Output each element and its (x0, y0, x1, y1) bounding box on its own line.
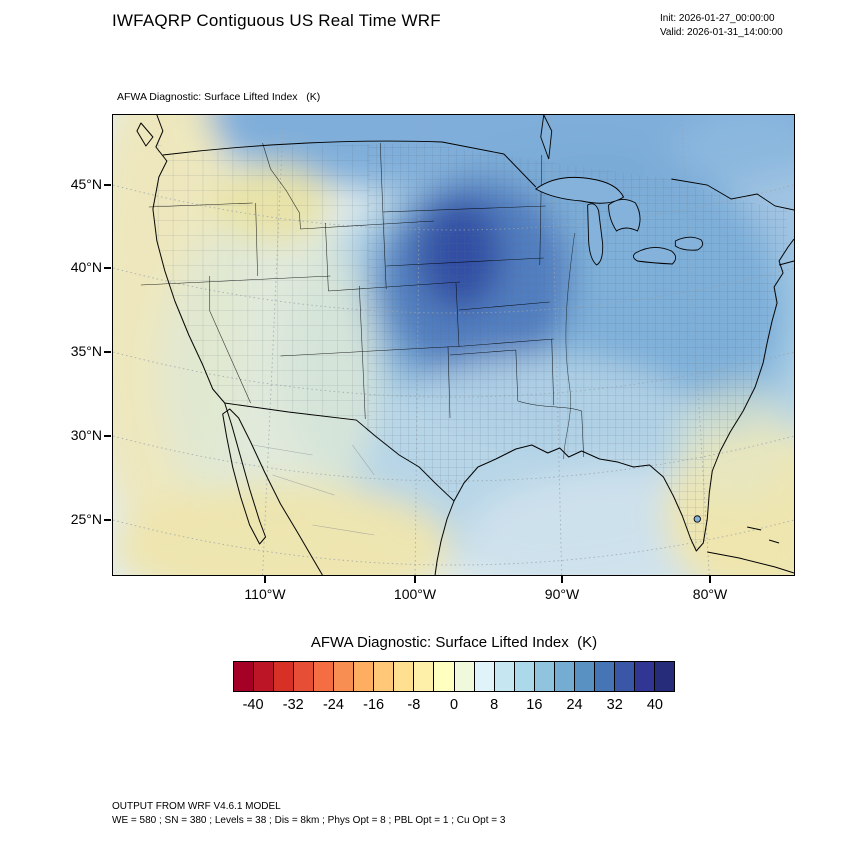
colorbar-cell (513, 662, 534, 691)
colorbar-cell (393, 662, 414, 691)
mexico-state-lines (252, 444, 375, 536)
y-axis-label-45n: 45°N (70, 176, 102, 192)
mississippi-river (563, 232, 575, 460)
axis-tick (414, 576, 416, 583)
colorbar-cell (593, 662, 614, 691)
figure-title: IWFAQRP Contiguous US Real Time WRF (112, 11, 441, 30)
colorbar-tick-label: -16 (363, 697, 385, 713)
lifted-index-map (113, 115, 794, 575)
colorbar-cell (333, 662, 354, 691)
colorbar-tick-label: -8 (407, 697, 421, 713)
colorbar-cell (234, 662, 254, 691)
valid-time: Valid: 2026-01-31_14:00:00 (660, 27, 783, 38)
colorbar-tick-label: 40 (646, 697, 663, 713)
colorbar-cell (373, 662, 394, 691)
great-lakes (534, 115, 704, 523)
y-axis-label-40n: 40°N (70, 259, 102, 275)
colorbar-cell (573, 662, 594, 691)
colorbar-cell (273, 662, 294, 691)
model-footer: OUTPUT FROM WRF V4.6.1 MODEL WE = 580 ; … (112, 800, 505, 827)
colorbar-tick-label: -40 (242, 697, 264, 713)
colorbar-tick-label: 24 (566, 697, 583, 713)
axis-tick (104, 435, 111, 437)
y-axis-label-25n: 25°N (70, 511, 102, 527)
colorbar-cell (453, 662, 474, 691)
colorbar-cell (493, 662, 514, 691)
map-subtitle: AFWA Diagnostic: Surface Lifted Index (K… (117, 91, 321, 103)
state-boundaries (140, 142, 584, 458)
colorbar-cell (653, 662, 675, 691)
axis-tick (104, 184, 111, 186)
colorbar-tick-label: 0 (449, 697, 459, 713)
run-info: Init: 2026-01-27_00:00:00 Valid: 2026-01… (660, 12, 783, 40)
colorbar-cell (553, 662, 574, 691)
colorbar-cell (413, 662, 434, 691)
model-config-line: WE = 580 ; SN = 380 ; Levels = 38 ; Dis … (112, 814, 506, 826)
map-panel (112, 114, 795, 576)
colorbar-cell (253, 662, 274, 691)
colorbar-cell (473, 662, 494, 691)
axis-tick (709, 576, 711, 583)
x-axis-label-100w: 100°W (393, 586, 437, 602)
colorbar-tick-label: 8 (490, 697, 499, 713)
x-axis-label-80w: 80°W (692, 586, 728, 602)
axis-tick (561, 576, 563, 583)
model-source-line: OUTPUT FROM WRF V4.6.1 MODEL (112, 801, 281, 812)
axis-tick (264, 576, 266, 583)
colorbar-tick-label: -32 (282, 697, 304, 713)
colorbar-cell (353, 662, 374, 691)
init-time: Init: 2026-01-27_00:00:00 (660, 13, 775, 24)
y-axis-label-35n: 35°N (70, 343, 102, 359)
colorbar-cell (433, 662, 454, 691)
colorbar-cell (293, 662, 314, 691)
colorbar (233, 661, 675, 692)
axis-tick (104, 267, 111, 269)
axis-tick (104, 519, 111, 521)
colorbar-cell (613, 662, 634, 691)
colorbar-ticks: -40 -32 -24 -16 -8 0 8 16 24 32 40 (233, 697, 675, 717)
colorbar-tick-label: 32 (606, 697, 623, 713)
y-axis-label-30n: 30°N (70, 427, 102, 443)
x-axis-label-90w: 90°W (544, 586, 580, 602)
colorbar-cell (313, 662, 334, 691)
colorbar-cell (633, 662, 654, 691)
colorbar-title: AFWA Diagnostic: Surface Lifted Index (K… (310, 634, 598, 651)
x-axis-label-110w: 110°W (244, 586, 286, 602)
colorbar-tick-label: 16 (526, 697, 543, 713)
colorbar-cell (533, 662, 554, 691)
colorbar-tick-label: -24 (322, 697, 344, 713)
national-borders (162, 140, 794, 502)
axis-tick (104, 351, 111, 353)
coastlines (136, 115, 794, 575)
